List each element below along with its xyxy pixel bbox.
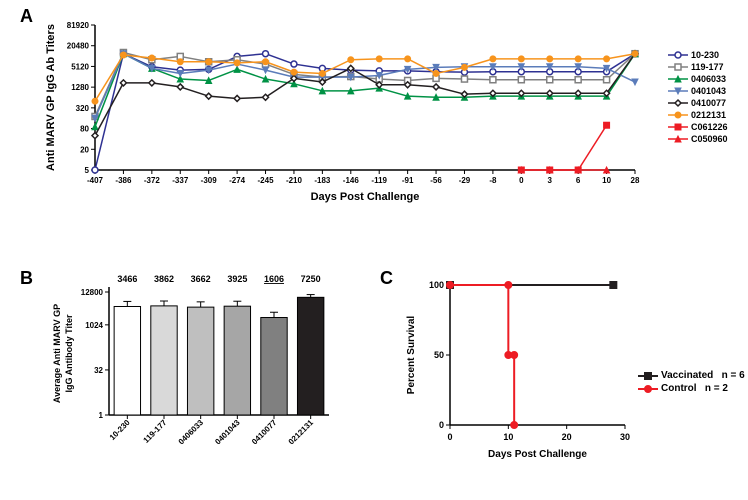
svg-text:3925: 3925 [227,274,247,284]
svg-text:81920: 81920 [67,21,90,30]
panel-A-label: A [20,6,33,27]
svg-text:Days Post Challenge: Days Post Challenge [488,449,587,460]
svg-text:-91: -91 [402,176,414,185]
chart-A: 5 20 80 320 1280 5120 20480 81920 -407 -386 -372 -3… [40,10,680,215]
legend-item: C050960 [668,134,728,144]
svg-text:50: 50 [434,350,444,360]
svg-text:0: 0 [447,432,452,442]
panel-C-label: C [380,268,393,289]
svg-text:20: 20 [80,145,89,154]
svg-text:-8: -8 [489,176,497,185]
panel-B-label: B [20,268,33,289]
svg-text:0: 0 [439,420,444,430]
svg-text:0410077: 0410077 [250,418,279,447]
svg-text:3862: 3862 [154,274,174,284]
svg-text:30: 30 [620,432,630,442]
svg-text:-337: -337 [172,176,189,185]
svg-text:20: 20 [562,432,572,442]
svg-text:5: 5 [85,166,90,175]
svg-text:0401043: 0401043 [213,418,242,447]
svg-text:32: 32 [94,366,103,375]
svg-text:3466: 3466 [117,274,137,284]
svg-text:10: 10 [503,432,513,442]
svg-text:1: 1 [99,411,104,420]
svg-text:28: 28 [631,176,640,185]
svg-text:0406033: 0406033 [177,418,206,447]
svg-text:-372: -372 [144,176,161,185]
svg-text:-119: -119 [371,176,387,185]
svg-text:Average Anti MARV GP: Average Anti MARV GP [52,304,62,403]
svg-text:-309: -309 [201,176,218,185]
svg-text:100: 100 [429,280,444,290]
svg-text:0: 0 [519,176,524,185]
legend-item: 119-177 [668,62,728,72]
svg-text:1280: 1280 [71,83,89,92]
svg-text:3: 3 [548,176,553,185]
svg-text:Percent Survival: Percent Survival [406,316,417,395]
legend-item: 0410077 [668,98,728,108]
legend-item: C061226 [668,122,728,132]
svg-text:IgG Antibody Titer: IgG Antibody Titer [64,314,74,392]
svg-text:1606: 1606 [264,274,284,284]
svg-text:-146: -146 [343,176,360,185]
svg-text:-29: -29 [459,176,471,185]
chart-B: 1 32 1024 12800 3466 10-230 3862 119-177 3662 040… [44,270,344,490]
legend-item: 0212131 [668,110,728,120]
svg-text:-386: -386 [115,176,132,185]
svg-text:-183: -183 [314,176,331,185]
svg-text:10: 10 [602,176,611,185]
svg-text:-210: -210 [286,176,303,185]
legend-A: 10-230 119-177 0406033 0401043 0410077 021213… [668,50,728,146]
svg-text:6: 6 [576,176,581,185]
chart-C: 0 50 100 0 10 20 30 Days Post Challenge Percent … [400,275,640,465]
svg-text:7250: 7250 [301,274,321,284]
svg-text:-56: -56 [430,176,442,185]
svg-text:12800: 12800 [81,288,104,297]
legend-item: 0406033 [668,74,728,84]
svg-text:20480: 20480 [67,42,90,51]
legend-item: Control n = 2 [638,383,745,394]
svg-text:3662: 3662 [191,274,211,284]
svg-text:0212131: 0212131 [287,418,316,447]
legend-item: Vaccinated n = 6 [638,370,745,381]
svg-text:-407: -407 [87,176,104,185]
svg-text:-274: -274 [229,176,246,185]
legend-item: 10-230 [668,50,728,60]
legend-item: 0401043 [668,86,728,96]
svg-text:80: 80 [80,125,89,134]
svg-text:119-177: 119-177 [142,418,169,445]
svg-text:Days Post Challenge: Days Post Challenge [311,191,420,203]
svg-text:10-230: 10-230 [108,418,132,442]
svg-text:1024: 1024 [85,321,103,330]
svg-text:320: 320 [76,104,90,113]
svg-text:5120: 5120 [71,62,89,71]
svg-text:Anti MARV GP IgG Ab Titers: Anti MARV GP IgG Ab Titers [45,24,57,171]
legend-C: Vaccinated n = 6 Control n = 2 [638,370,745,396]
svg-text:-245: -245 [258,176,275,185]
